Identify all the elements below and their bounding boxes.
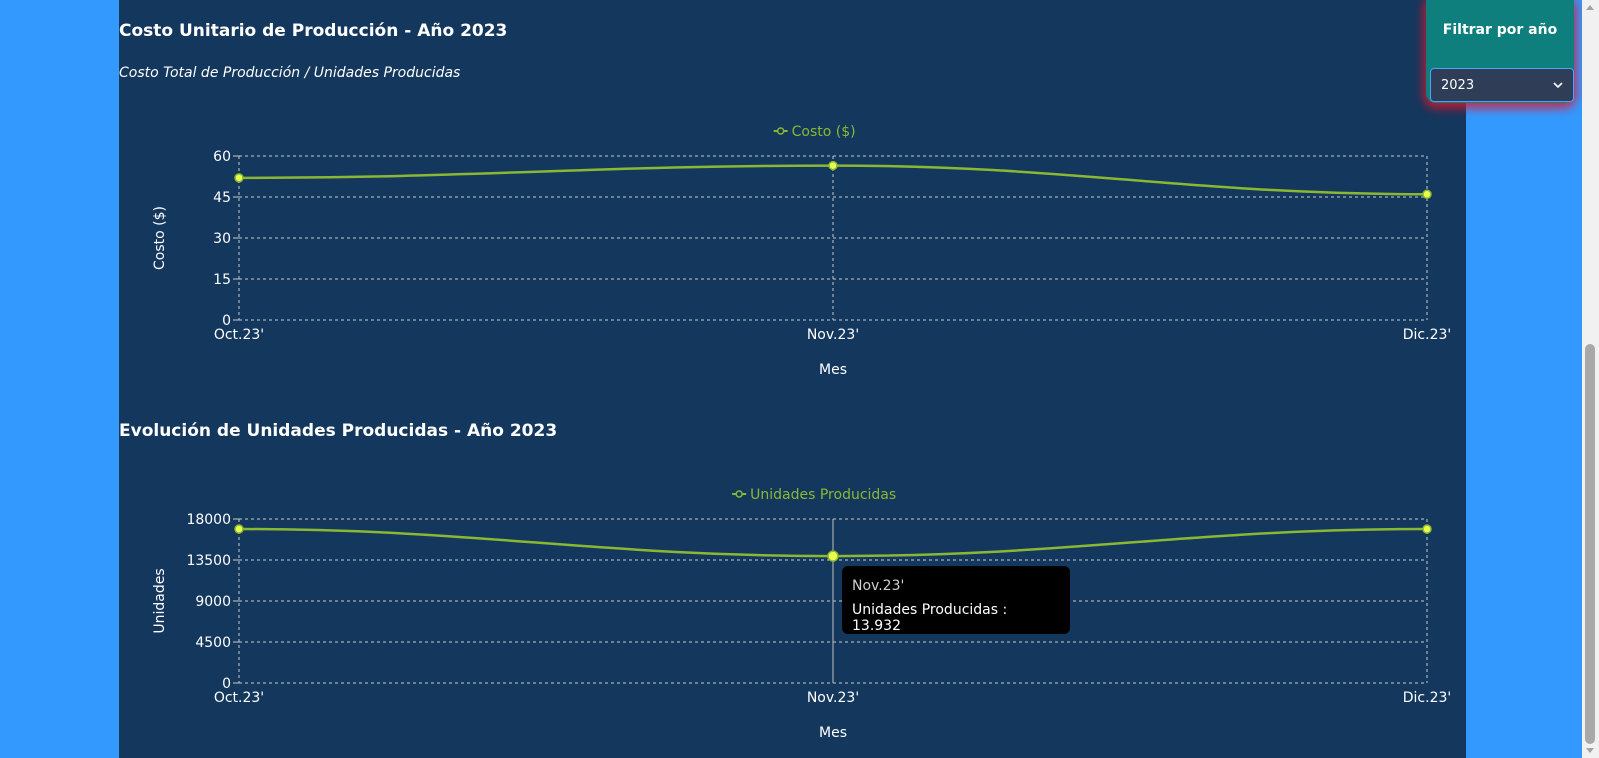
y-axis-label: Unidades bbox=[152, 568, 168, 633]
data-point bbox=[1422, 524, 1432, 534]
chart2-title: Evolución de Unidades Producidas - Año 2… bbox=[119, 421, 558, 441]
y-tick-label: 13500 bbox=[186, 553, 231, 569]
legend-label: Unidades Producidas bbox=[750, 487, 896, 503]
data-point bbox=[234, 173, 244, 183]
chart-tooltip: Nov.23' Unidades Producidas : 13.932 bbox=[842, 566, 1070, 634]
y-tick-label: 0 bbox=[222, 313, 231, 329]
dashboard-panel bbox=[119, 0, 1466, 758]
legend-point-marker bbox=[776, 127, 785, 135]
y-tick-label: 9000 bbox=[195, 594, 231, 610]
chart1-title: Costo Unitario de Producción - Año 2023 bbox=[119, 21, 508, 41]
y-tick-label: 0 bbox=[222, 676, 231, 692]
page-scrollbar[interactable] bbox=[1582, 0, 1599, 758]
y-tick-label: 45 bbox=[213, 190, 231, 206]
y-tick-label: 18000 bbox=[186, 512, 231, 528]
chevron-down-icon bbox=[1553, 81, 1563, 88]
data-point bbox=[828, 160, 838, 171]
legend-point-marker bbox=[735, 490, 743, 498]
y-tick-label: 4500 bbox=[195, 635, 231, 651]
y-tick-label: 30 bbox=[213, 231, 231, 247]
data-point bbox=[1422, 189, 1432, 200]
scroll-down-arrow-icon[interactable] bbox=[1586, 748, 1594, 753]
year-filter-panel: Filtrar por año 2023 bbox=[1426, 0, 1574, 103]
x-axis-label: Mes bbox=[819, 362, 847, 378]
x-tick-label: Nov.23' bbox=[807, 690, 859, 706]
legend[interactable]: Costo ($) bbox=[773, 124, 856, 140]
legend[interactable]: Unidades Producidas bbox=[732, 487, 896, 503]
chart1-subtitle: Costo Total de Producción / Unidades Pro… bbox=[119, 65, 461, 81]
data-point bbox=[234, 524, 244, 534]
tooltip-title: Nov.23' bbox=[852, 578, 905, 594]
data-point bbox=[827, 550, 839, 562]
x-tick-label: Dic.23' bbox=[1403, 327, 1451, 343]
legend-label: Costo ($) bbox=[792, 124, 856, 140]
x-tick-label: Oct.23' bbox=[214, 690, 264, 706]
y-tick-label: 15 bbox=[213, 272, 231, 288]
scroll-up-arrow-icon[interactable] bbox=[1586, 5, 1594, 10]
scrollbar-thumb[interactable] bbox=[1585, 344, 1595, 744]
x-axis-label: Mes bbox=[819, 725, 847, 741]
filter-title: Filtrar por año bbox=[1442, 22, 1558, 38]
y-axis-label: Costo ($) bbox=[152, 206, 168, 270]
tooltip-value: Unidades Producidas : 13.932 bbox=[852, 602, 1008, 634]
x-tick-label: Nov.23' bbox=[807, 327, 859, 343]
y-tick-label: 60 bbox=[213, 149, 231, 165]
x-tick-label: Oct.23' bbox=[214, 327, 264, 343]
year-select-value: 2023 bbox=[1441, 77, 1475, 93]
x-tick-label: Dic.23' bbox=[1403, 690, 1451, 706]
year-select[interactable]: 2023 bbox=[1430, 68, 1574, 102]
